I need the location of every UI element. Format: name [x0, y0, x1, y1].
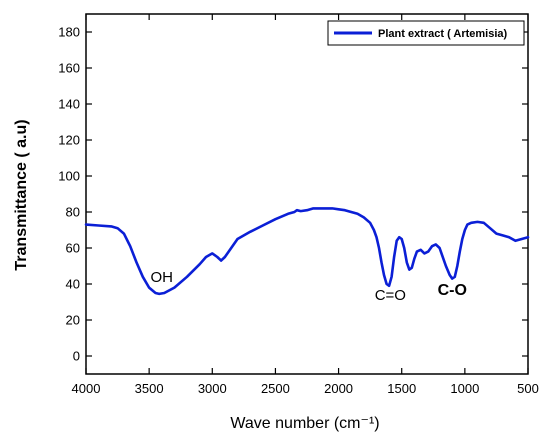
y-tick-label: 140	[58, 97, 80, 112]
legend-label: Plant extract ( Artemisia)	[378, 28, 508, 40]
y-tick-label: 160	[58, 61, 80, 76]
series-line-0	[84, 207, 530, 296]
x-tick-label: 3500	[135, 381, 164, 396]
x-axis: 4000 3500 3000 2500 2000 1500 1000 500	[72, 14, 539, 396]
y-tick-label: 0	[73, 349, 80, 364]
x-tick-label: 2000	[324, 381, 353, 396]
x-tick-label: 1500	[387, 381, 416, 396]
y-tick-label: 60	[66, 241, 80, 256]
annotations: OH C=O C-O	[151, 269, 467, 304]
y-axis: 0 20 40 60 80 100 120 140 160 180	[58, 25, 528, 364]
plot-area	[85, 13, 529, 375]
annotation-label: C-O	[438, 282, 467, 299]
y-tick-label: 20	[66, 313, 80, 328]
x-tick-label: 4000	[72, 381, 101, 396]
y-tick-label: 120	[58, 133, 80, 148]
x-axis-title: Wave number (cm⁻¹)	[230, 415, 379, 432]
series-layer	[84, 207, 530, 296]
annotation-label: C=O	[375, 287, 406, 304]
legend: Plant extract ( Artemisia)	[327, 20, 525, 46]
y-tick-label: 40	[66, 277, 80, 292]
annotation-label: OH	[151, 269, 174, 286]
x-tick-label: 3000	[198, 381, 227, 396]
y-tick-label: 100	[58, 169, 80, 184]
y-tick-label: 180	[58, 25, 80, 40]
y-axis-title: Transmittance ( a.u)	[13, 119, 30, 270]
x-tick-label: 500	[517, 381, 539, 396]
x-tick-label: 1000	[450, 381, 479, 396]
plot-border	[85, 13, 529, 375]
y-tick-label: 80	[66, 205, 80, 220]
x-tick-label: 2500	[261, 381, 290, 396]
